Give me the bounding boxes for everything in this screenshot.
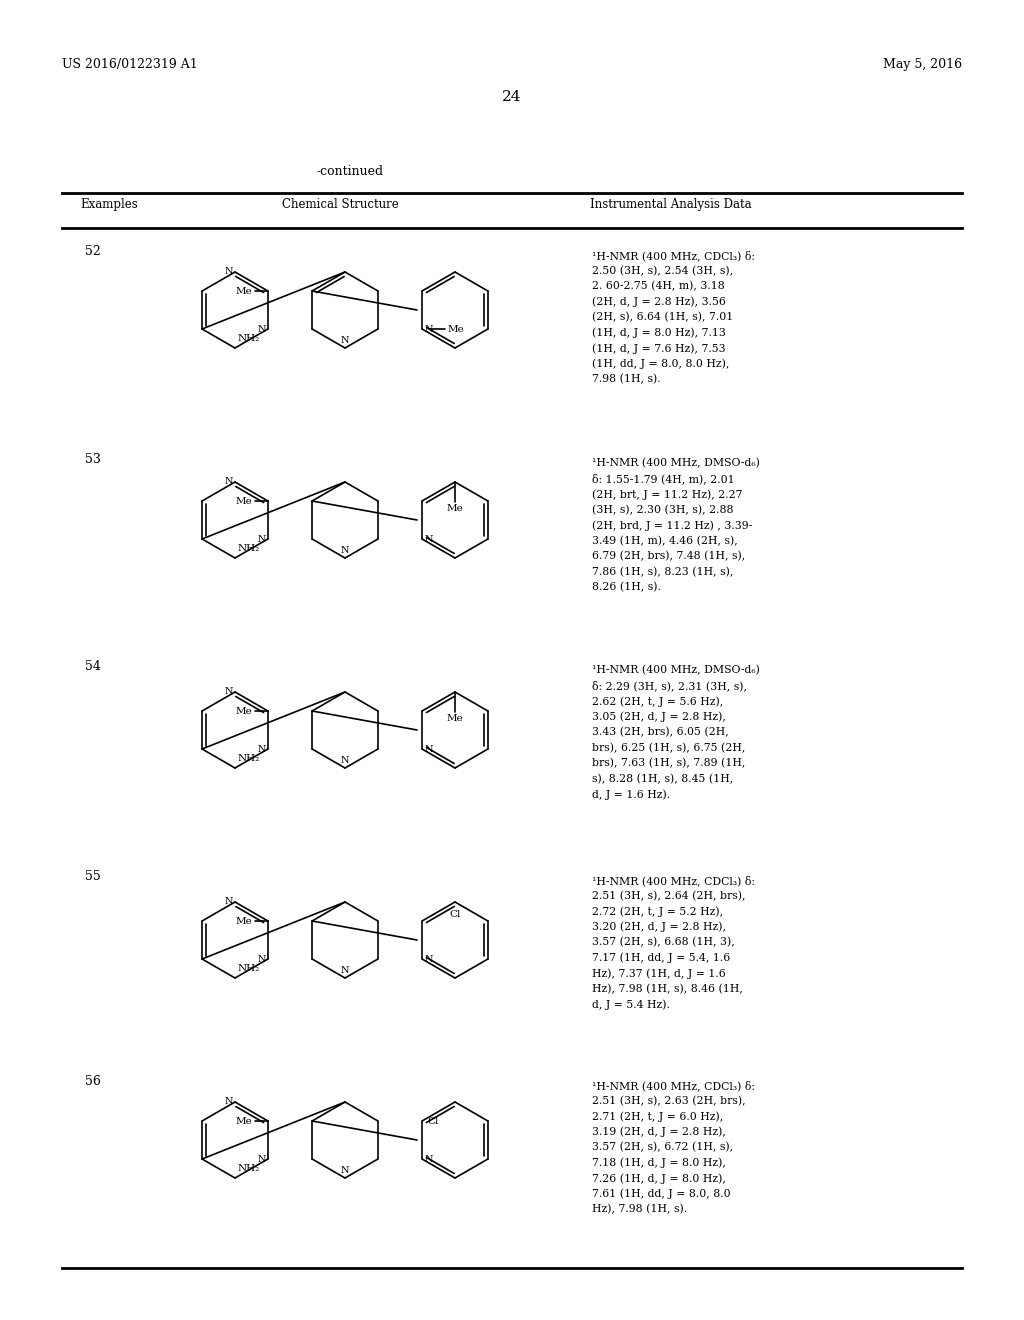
- Text: s), 8.28 (1H, s), 8.45 (1H,: s), 8.28 (1H, s), 8.45 (1H,: [592, 774, 733, 784]
- Text: Me: Me: [236, 916, 252, 925]
- Text: US 2016/0122319 A1: US 2016/0122319 A1: [62, 58, 198, 71]
- Text: 7.17 (1H, dd, J = 5.4, 1.6: 7.17 (1H, dd, J = 5.4, 1.6: [592, 953, 730, 964]
- Text: 7.86 (1H, s), 8.23 (1H, s),: 7.86 (1H, s), 8.23 (1H, s),: [592, 566, 733, 577]
- Text: N: N: [341, 1166, 349, 1175]
- Text: 3.05 (2H, d, J = 2.8 Hz),: 3.05 (2H, d, J = 2.8 Hz),: [592, 711, 726, 722]
- Text: N: N: [224, 898, 233, 907]
- Text: 3.20 (2H, d, J = 2.8 Hz),: 3.20 (2H, d, J = 2.8 Hz),: [592, 921, 726, 932]
- Text: N: N: [424, 535, 432, 544]
- Text: brs), 7.63 (1H, s), 7.89 (1H,: brs), 7.63 (1H, s), 7.89 (1H,: [592, 758, 745, 768]
- Text: ¹H-NMR (400 MHz, CDCl₃) δ:: ¹H-NMR (400 MHz, CDCl₃) δ:: [592, 1080, 755, 1090]
- Text: Cl: Cl: [427, 1117, 438, 1126]
- Text: (1H, dd, J = 8.0, 8.0 Hz),: (1H, dd, J = 8.0, 8.0 Hz),: [592, 359, 729, 370]
- Text: 3.43 (2H, brs), 6.05 (2H,: 3.43 (2H, brs), 6.05 (2H,: [592, 727, 729, 738]
- Text: (2H, brd, J = 11.2 Hz) , 3.39-: (2H, brd, J = 11.2 Hz) , 3.39-: [592, 520, 753, 531]
- Text: 7.61 (1H, dd, J = 8.0, 8.0: 7.61 (1H, dd, J = 8.0, 8.0: [592, 1188, 731, 1199]
- Text: NH₂: NH₂: [238, 1164, 260, 1173]
- Text: N: N: [224, 688, 233, 697]
- Text: Chemical Structure: Chemical Structure: [282, 198, 398, 211]
- Text: Me: Me: [236, 286, 252, 296]
- Text: N: N: [257, 744, 266, 754]
- Text: 3.49 (1H, m), 4.46 (2H, s),: 3.49 (1H, m), 4.46 (2H, s),: [592, 536, 737, 546]
- Text: Me: Me: [236, 1117, 252, 1126]
- Text: N: N: [424, 325, 432, 334]
- Text: 2.62 (2H, t, J = 5.6 Hz),: 2.62 (2H, t, J = 5.6 Hz),: [592, 696, 723, 706]
- Text: 24: 24: [502, 90, 522, 104]
- Text: 55: 55: [85, 870, 100, 883]
- Text: 6.79 (2H, brs), 7.48 (1H, s),: 6.79 (2H, brs), 7.48 (1H, s),: [592, 550, 745, 561]
- Text: N: N: [341, 966, 349, 975]
- Text: Me: Me: [446, 714, 464, 723]
- Text: N: N: [424, 744, 432, 754]
- Text: 2.72 (2H, t, J = 5.2 Hz),: 2.72 (2H, t, J = 5.2 Hz),: [592, 906, 723, 916]
- Text: (1H, d, J = 7.6 Hz), 7.53: (1H, d, J = 7.6 Hz), 7.53: [592, 343, 726, 354]
- Text: N: N: [341, 756, 349, 766]
- Text: (2H, s), 6.64 (1H, s), 7.01: (2H, s), 6.64 (1H, s), 7.01: [592, 312, 733, 322]
- Text: Me: Me: [446, 504, 464, 513]
- Text: Instrumental Analysis Data: Instrumental Analysis Data: [590, 198, 752, 211]
- Text: Hz), 7.98 (1H, s).: Hz), 7.98 (1H, s).: [592, 1204, 687, 1214]
- Text: δ: 1.55-1.79 (4H, m), 2.01: δ: 1.55-1.79 (4H, m), 2.01: [592, 474, 734, 484]
- Text: (2H, brt, J = 11.2 Hz), 2.27: (2H, brt, J = 11.2 Hz), 2.27: [592, 488, 742, 499]
- Text: ¹H-NMR (400 MHz, DMSO-d₆): ¹H-NMR (400 MHz, DMSO-d₆): [592, 665, 760, 676]
- Text: δ: 2.29 (3H, s), 2.31 (3H, s),: δ: 2.29 (3H, s), 2.31 (3H, s),: [592, 681, 746, 692]
- Text: N: N: [224, 478, 233, 487]
- Text: NH₂: NH₂: [238, 544, 260, 553]
- Text: Cl: Cl: [450, 909, 461, 919]
- Text: 2.51 (3H, s), 2.64 (2H, brs),: 2.51 (3H, s), 2.64 (2H, brs),: [592, 891, 745, 900]
- Text: 56: 56: [85, 1074, 101, 1088]
- Text: ¹H-NMR (400 MHz, DMSO-d₆): ¹H-NMR (400 MHz, DMSO-d₆): [592, 458, 760, 469]
- Text: Examples: Examples: [80, 198, 138, 211]
- Text: d, J = 5.4 Hz).: d, J = 5.4 Hz).: [592, 999, 670, 1010]
- Text: NH₂: NH₂: [238, 334, 260, 343]
- Text: N: N: [424, 954, 432, 964]
- Text: d, J = 1.6 Hz).: d, J = 1.6 Hz).: [592, 789, 670, 800]
- Text: 2. 60-2.75 (4H, m), 3.18: 2. 60-2.75 (4H, m), 3.18: [592, 281, 725, 292]
- Text: N: N: [257, 954, 266, 964]
- Text: (3H, s), 2.30 (3H, s), 2.88: (3H, s), 2.30 (3H, s), 2.88: [592, 504, 733, 515]
- Text: 7.26 (1H, d, J = 8.0 Hz),: 7.26 (1H, d, J = 8.0 Hz),: [592, 1173, 726, 1184]
- Text: NH₂: NH₂: [238, 754, 260, 763]
- Text: Me: Me: [447, 325, 464, 334]
- Text: Hz), 7.37 (1H, d, J = 1.6: Hz), 7.37 (1H, d, J = 1.6: [592, 968, 726, 978]
- Text: ¹H-NMR (400 MHz, CDCl₃) δ:: ¹H-NMR (400 MHz, CDCl₃) δ:: [592, 249, 755, 261]
- Text: N: N: [257, 325, 266, 334]
- Text: 54: 54: [85, 660, 101, 673]
- Text: 53: 53: [85, 453, 101, 466]
- Text: 3.57 (2H, s), 6.68 (1H, 3),: 3.57 (2H, s), 6.68 (1H, 3),: [592, 937, 735, 948]
- Text: brs), 6.25 (1H, s), 6.75 (2H,: brs), 6.25 (1H, s), 6.75 (2H,: [592, 742, 745, 752]
- Text: N: N: [341, 337, 349, 345]
- Text: 2.51 (3H, s), 2.63 (2H, brs),: 2.51 (3H, s), 2.63 (2H, brs),: [592, 1096, 745, 1106]
- Text: Hz), 7.98 (1H, s), 8.46 (1H,: Hz), 7.98 (1H, s), 8.46 (1H,: [592, 983, 742, 994]
- Text: 7.18 (1H, d, J = 8.0 Hz),: 7.18 (1H, d, J = 8.0 Hz),: [592, 1158, 726, 1168]
- Text: -continued: -continued: [316, 165, 384, 178]
- Text: 52: 52: [85, 246, 100, 257]
- Text: N: N: [257, 1155, 266, 1163]
- Text: 8.26 (1H, s).: 8.26 (1H, s).: [592, 582, 660, 593]
- Text: NH₂: NH₂: [238, 964, 260, 973]
- Text: 3.19 (2H, d, J = 2.8 Hz),: 3.19 (2H, d, J = 2.8 Hz),: [592, 1126, 726, 1137]
- Text: May 5, 2016: May 5, 2016: [883, 58, 962, 71]
- Text: N: N: [224, 1097, 233, 1106]
- Text: Me: Me: [236, 496, 252, 506]
- Text: N: N: [257, 535, 266, 544]
- Text: 7.98 (1H, s).: 7.98 (1H, s).: [592, 374, 660, 384]
- Text: ¹H-NMR (400 MHz, CDCl₃) δ:: ¹H-NMR (400 MHz, CDCl₃) δ:: [592, 875, 755, 886]
- Text: N: N: [341, 546, 349, 554]
- Text: (2H, d, J = 2.8 Hz), 3.56: (2H, d, J = 2.8 Hz), 3.56: [592, 297, 726, 308]
- Text: (1H, d, J = 8.0 Hz), 7.13: (1H, d, J = 8.0 Hz), 7.13: [592, 327, 726, 338]
- Text: N: N: [224, 268, 233, 276]
- Text: N: N: [424, 1155, 432, 1163]
- Text: 2.50 (3H, s), 2.54 (3H, s),: 2.50 (3H, s), 2.54 (3H, s),: [592, 265, 733, 276]
- Text: Me: Me: [236, 706, 252, 715]
- Text: 2.71 (2H, t, J = 6.0 Hz),: 2.71 (2H, t, J = 6.0 Hz),: [592, 1111, 723, 1122]
- Text: 3.57 (2H, s), 6.72 (1H, s),: 3.57 (2H, s), 6.72 (1H, s),: [592, 1142, 733, 1152]
